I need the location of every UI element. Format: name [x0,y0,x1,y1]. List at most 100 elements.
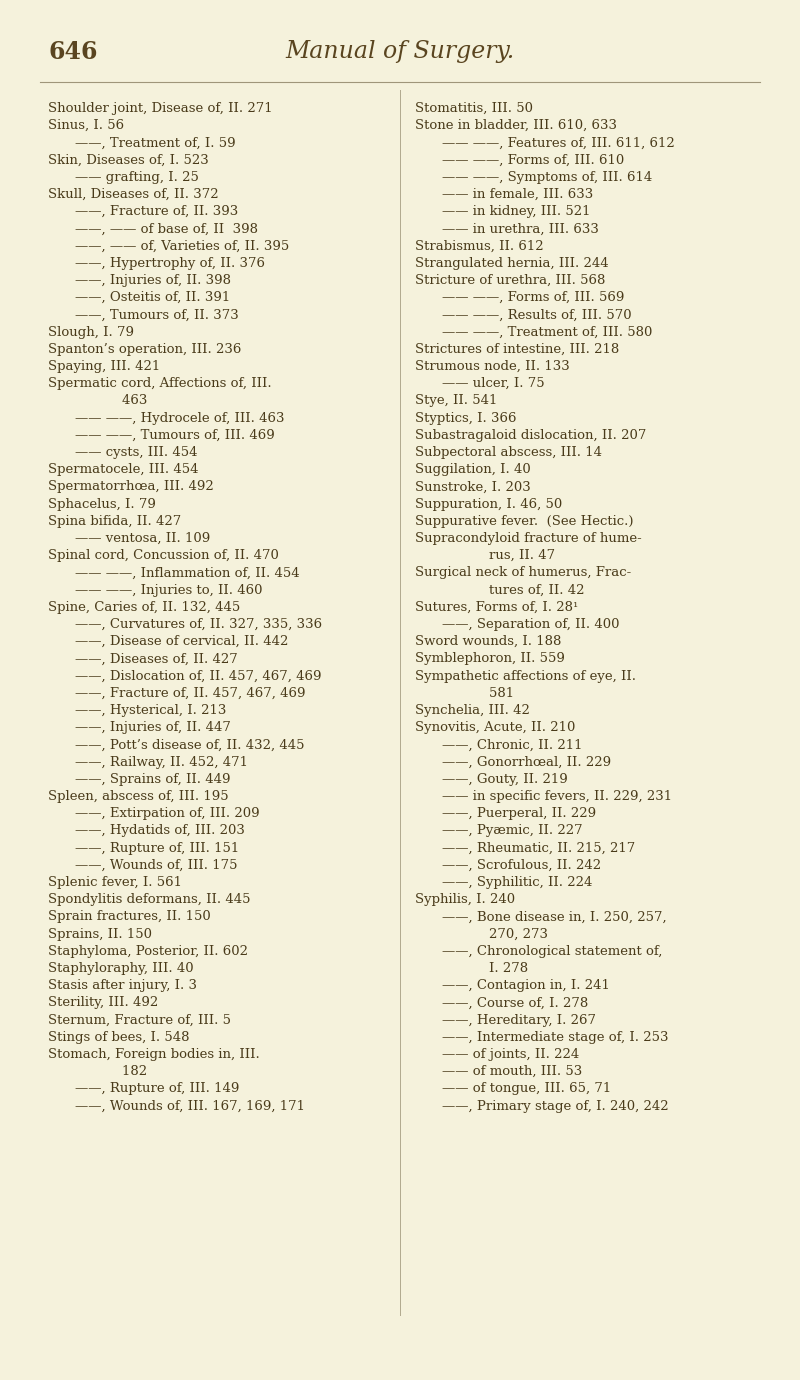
Text: ——, Puerperal, II. 229: ——, Puerperal, II. 229 [442,807,596,820]
Text: ——, Course of, I. 278: ——, Course of, I. 278 [442,996,588,1009]
Text: Stye, II. 541: Stye, II. 541 [415,395,498,407]
Text: Spermatocele, III. 454: Spermatocele, III. 454 [48,464,198,476]
Text: ——, Curvatures of, II. 327, 335, 336: ——, Curvatures of, II. 327, 335, 336 [75,618,322,631]
Text: —— ——, Treatment of, III. 580: —— ——, Treatment of, III. 580 [442,326,652,338]
Text: ——, Injuries of, II. 447: ——, Injuries of, II. 447 [75,722,231,734]
Text: ——, Hydatids of, III. 203: ——, Hydatids of, III. 203 [75,824,245,838]
Text: —— in kidney, III. 521: —— in kidney, III. 521 [442,206,590,218]
Text: ——, Injuries of, II. 398: ——, Injuries of, II. 398 [75,275,231,287]
Text: 270, 273: 270, 273 [472,927,548,941]
Text: —— ——, Injuries to, II. 460: —— ——, Injuries to, II. 460 [75,584,262,596]
Text: ——, Diseases of, II. 427: ——, Diseases of, II. 427 [75,653,238,665]
Text: ——, Rupture of, III. 149: ——, Rupture of, III. 149 [75,1082,239,1096]
Text: ——, Chronic, II. 211: ——, Chronic, II. 211 [442,738,582,751]
Text: Skull, Diseases of, II. 372: Skull, Diseases of, II. 372 [48,188,218,201]
Text: Stone in bladder, III. 610, 633: Stone in bladder, III. 610, 633 [415,119,617,132]
Text: Symblephoron, II. 559: Symblephoron, II. 559 [415,653,565,665]
Text: Surgical neck of humerus, Frac-: Surgical neck of humerus, Frac- [415,566,631,580]
Text: —— ——, Features of, III. 611, 612: —— ——, Features of, III. 611, 612 [442,137,674,149]
Text: Suppuration, I. 46, 50: Suppuration, I. 46, 50 [415,498,562,511]
Text: 463: 463 [105,395,147,407]
Text: ——, Disease of cervical, II. 442: ——, Disease of cervical, II. 442 [75,635,288,649]
Text: ——, Intermediate stage of, I. 253: ——, Intermediate stage of, I. 253 [442,1031,669,1043]
Text: Sunstroke, I. 203: Sunstroke, I. 203 [415,480,530,494]
Text: ——, Extirpation of, III. 209: ——, Extirpation of, III. 209 [75,807,260,820]
Text: ——, Tumours of, II. 373: ——, Tumours of, II. 373 [75,308,238,322]
Text: ——, Primary stage of, I. 240, 242: ——, Primary stage of, I. 240, 242 [442,1100,669,1112]
Text: ——, Gonorrhœal, II. 229: ——, Gonorrhœal, II. 229 [442,756,611,769]
Text: Subpectoral abscess, III. 14: Subpectoral abscess, III. 14 [415,446,602,460]
Text: Stomatitis, III. 50: Stomatitis, III. 50 [415,102,533,115]
Text: ——, Wounds of, III. 167, 169, 171: ——, Wounds of, III. 167, 169, 171 [75,1100,305,1112]
Text: Synovitis, Acute, II. 210: Synovitis, Acute, II. 210 [415,722,575,734]
Text: Spanton’s operation, III. 236: Spanton’s operation, III. 236 [48,342,242,356]
Text: Strictures of intestine, III. 218: Strictures of intestine, III. 218 [415,342,619,356]
Text: —— ——, Hydrocele of, III. 463: —— ——, Hydrocele of, III. 463 [75,411,285,425]
Text: Spleen, abscess of, III. 195: Spleen, abscess of, III. 195 [48,789,229,803]
Text: Strabismus, II. 612: Strabismus, II. 612 [415,240,544,253]
Text: —— in specific fevers, II. 229, 231: —— in specific fevers, II. 229, 231 [442,789,672,803]
Text: ——, Hereditary, I. 267: ——, Hereditary, I. 267 [442,1013,596,1027]
Text: Spinal cord, Concussion of, II. 470: Spinal cord, Concussion of, II. 470 [48,549,279,562]
Text: Stricture of urethra, III. 568: Stricture of urethra, III. 568 [415,275,606,287]
Text: tures of, II. 42: tures of, II. 42 [472,584,585,596]
Text: ——, Rupture of, III. 151: ——, Rupture of, III. 151 [75,842,239,854]
Text: ——, Pott’s disease of, II. 432, 445: ——, Pott’s disease of, II. 432, 445 [75,738,305,751]
Text: Sword wounds, I. 188: Sword wounds, I. 188 [415,635,562,649]
Text: Suppurative fever.  (See Hectic.): Suppurative fever. (See Hectic.) [415,515,634,527]
Text: Spine, Caries of, II. 132, 445: Spine, Caries of, II. 132, 445 [48,600,240,614]
Text: Suggilation, I. 40: Suggilation, I. 40 [415,464,530,476]
Text: ——, Chronological statement of,: ——, Chronological statement of, [442,945,662,958]
Text: —— ——, Inflammation of, II. 454: —— ——, Inflammation of, II. 454 [75,566,300,580]
Text: ——, —— of, Varieties of, II. 395: ——, —— of, Varieties of, II. 395 [75,240,290,253]
Text: Synchelia, III. 42: Synchelia, III. 42 [415,704,530,718]
Text: Stings of bees, I. 548: Stings of bees, I. 548 [48,1031,190,1043]
Text: Spina bifida, II. 427: Spina bifida, II. 427 [48,515,182,527]
Text: Sinus, I. 56: Sinus, I. 56 [48,119,124,132]
Text: Slough, I. 79: Slough, I. 79 [48,326,134,338]
Text: —— of tongue, III. 65, 71: —— of tongue, III. 65, 71 [442,1082,611,1096]
Text: Splenic fever, I. 561: Splenic fever, I. 561 [48,876,182,889]
Text: Sprain fractures, II. 150: Sprain fractures, II. 150 [48,911,210,923]
Text: —— in urethra, III. 633: —— in urethra, III. 633 [442,222,599,236]
Text: rus, II. 47: rus, II. 47 [472,549,555,562]
Text: —— ——, Results of, III. 570: —— ——, Results of, III. 570 [442,308,632,322]
Text: Spermatic cord, Affections of, III.: Spermatic cord, Affections of, III. [48,377,272,391]
Text: Sterility, III. 492: Sterility, III. 492 [48,996,158,1009]
Text: ——, Hysterical, I. 213: ——, Hysterical, I. 213 [75,704,226,718]
Text: Spaying, III. 421: Spaying, III. 421 [48,360,160,373]
Text: —— ——, Forms of, III. 569: —— ——, Forms of, III. 569 [442,291,624,304]
Text: Sprains, II. 150: Sprains, II. 150 [48,927,152,941]
Text: Supracondyloid fracture of hume-: Supracondyloid fracture of hume- [415,533,642,545]
Text: 182: 182 [105,1065,147,1078]
Text: ——, Osteitis of, II. 391: ——, Osteitis of, II. 391 [75,291,230,304]
Text: ——, Fracture of, II. 393: ——, Fracture of, II. 393 [75,206,238,218]
Text: —— ulcer, I. 75: —— ulcer, I. 75 [442,377,545,391]
Text: ——, Gouty, II. 219: ——, Gouty, II. 219 [442,773,568,785]
Text: ——, Separation of, II. 400: ——, Separation of, II. 400 [442,618,619,631]
Text: ——, Sprains of, II. 449: ——, Sprains of, II. 449 [75,773,230,785]
Text: —— ——, Forms of, III. 610: —— ——, Forms of, III. 610 [442,153,624,167]
Text: ——, Hypertrophy of, II. 376: ——, Hypertrophy of, II. 376 [75,257,265,270]
Text: 581: 581 [472,687,514,700]
Text: Shoulder joint, Disease of, II. 271: Shoulder joint, Disease of, II. 271 [48,102,273,115]
Text: ——, Dislocation of, II. 457, 467, 469: ——, Dislocation of, II. 457, 467, 469 [75,669,322,683]
Text: Skin, Diseases of, I. 523: Skin, Diseases of, I. 523 [48,153,209,167]
Text: ——, Wounds of, III. 175: ——, Wounds of, III. 175 [75,858,238,872]
Text: ——, Syphilitic, II. 224: ——, Syphilitic, II. 224 [442,876,592,889]
Text: —— ——, Symptoms of, III. 614: —— ——, Symptoms of, III. 614 [442,171,652,184]
Text: —— ——, Tumours of, III. 469: —— ——, Tumours of, III. 469 [75,429,274,442]
Text: Strumous node, II. 133: Strumous node, II. 133 [415,360,570,373]
Text: ——, Pyæmic, II. 227: ——, Pyæmic, II. 227 [442,824,582,838]
Text: ——, Fracture of, II. 457, 467, 469: ——, Fracture of, II. 457, 467, 469 [75,687,306,700]
Text: Strangulated hernia, III. 244: Strangulated hernia, III. 244 [415,257,609,270]
Text: Styptics, I. 366: Styptics, I. 366 [415,411,517,425]
Text: ——, Scrofulous, II. 242: ——, Scrofulous, II. 242 [442,858,601,872]
Text: Staphyloraphy, III. 40: Staphyloraphy, III. 40 [48,962,194,976]
Text: ——, Railway, II. 452, 471: ——, Railway, II. 452, 471 [75,756,248,769]
Text: Sympathetic affections of eye, II.: Sympathetic affections of eye, II. [415,669,636,683]
Text: —— of mouth, III. 53: —— of mouth, III. 53 [442,1065,582,1078]
Text: ——, Bone disease in, I. 250, 257,: ——, Bone disease in, I. 250, 257, [442,911,666,923]
Text: Sternum, Fracture of, III. 5: Sternum, Fracture of, III. 5 [48,1013,231,1027]
Text: Spermatorrhœa, III. 492: Spermatorrhœa, III. 492 [48,480,214,494]
